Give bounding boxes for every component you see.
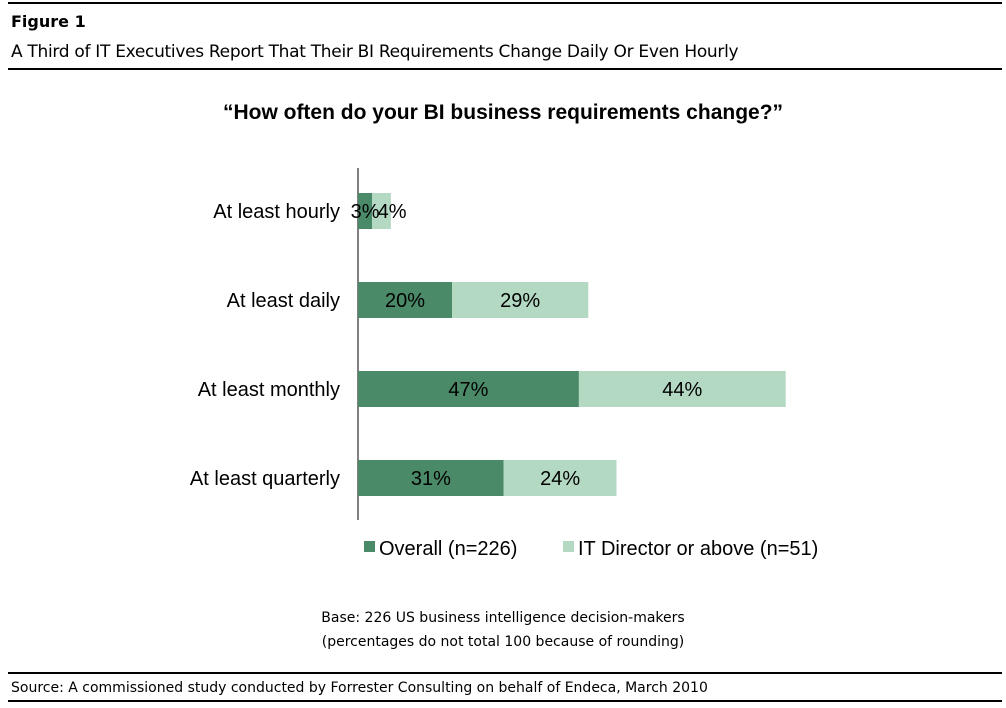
data-label-it-director: 29% [500,290,540,312]
legend-swatch-it-director [563,541,574,552]
bar-overall [358,371,579,407]
bottom-rule [8,700,1002,702]
chart-title: “How often do your BI business requireme… [222,101,784,124]
category-label: At least hourly [213,201,340,223]
bar-chart: At least hourly 3%4% At least daily 20% 29% A… [190,168,818,560]
base-note: Base: 226 US business intelligence decis… [321,610,685,626]
data-label-it-director: 24% [540,468,580,490]
data-label-overall: 31% [411,468,451,490]
source-note: Source: A commissioned study conducted b… [11,680,708,696]
bar-it-director [503,460,617,496]
subtitle-rule [8,68,1002,70]
data-label-overall: 20% [385,290,425,312]
legend-swatch-overall [364,541,375,552]
bar-it-director [578,371,786,407]
bar-it-director [452,282,589,318]
bar-overall [358,282,452,318]
category-label: At least daily [227,290,340,312]
figure-label: Figure 1 [11,12,86,31]
category-label: At least monthly [198,379,340,401]
bar-overall [358,193,373,229]
rounding-note: (percentages do not total 100 because of… [321,634,685,650]
category-label: At least quarterly [190,468,340,490]
data-label-overall: 47% [448,379,488,401]
top-rule [8,2,1002,4]
data-label-overall: 3% [351,201,380,223]
legend-label-overall: Overall (n=226) [379,538,517,560]
legend-label-it-director: IT Director or above (n=51) [578,538,818,560]
figure-subtitle: A Third of IT Executives Report That The… [11,42,739,62]
bar-it-director [372,193,391,229]
data-label-it-director: 44% [662,379,702,401]
bar-overall [358,460,504,496]
source-rule [8,672,1002,674]
data-label-it-director: 4% [378,201,407,223]
